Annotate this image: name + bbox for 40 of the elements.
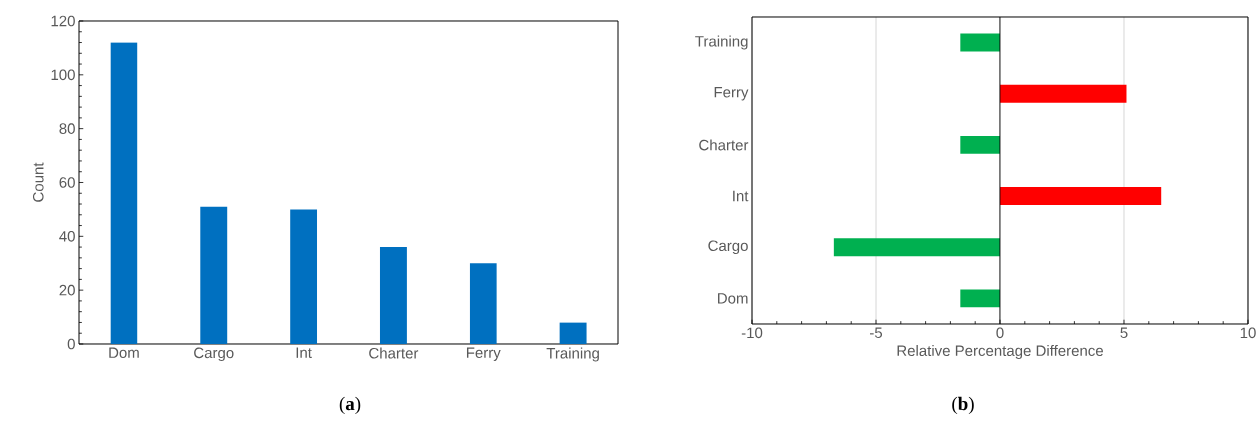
- x-tick-label: Cargo: [194, 347, 234, 362]
- bar: [1000, 187, 1162, 206]
- x-tick-label: -10: [741, 327, 763, 339]
- x-axis-title: Relative Percentage Difference: [897, 345, 1103, 359]
- x-tick-label: Int: [296, 347, 312, 358]
- bar: [200, 206, 228, 344]
- bar: [110, 42, 138, 344]
- x-tick-label: Charter: [369, 347, 419, 359]
- x-tick-label: Training: [546, 347, 599, 362]
- y-tick-label: 0: [67, 338, 75, 350]
- y-tick-label: 20: [59, 284, 75, 296]
- text: (b): [952, 396, 974, 415]
- text: (a): [339, 396, 361, 415]
- x-tick-label: 5: [1120, 327, 1128, 338]
- y-tick-label: 120: [51, 15, 75, 27]
- y-tick-label: Cargo: [708, 240, 748, 255]
- x-tick-label: -5: [869, 327, 883, 338]
- bar: [379, 247, 407, 344]
- bar: [833, 238, 1000, 257]
- y-tick-label: Dom: [718, 293, 748, 304]
- y-tick-label: 100: [51, 69, 75, 81]
- x-tick-label: 10: [1240, 327, 1256, 339]
- bar: [960, 289, 1000, 308]
- bar: [559, 322, 587, 344]
- x-tick-label: Dom: [109, 347, 139, 358]
- bar: [469, 263, 497, 344]
- y-tick-label: 60: [59, 177, 75, 188]
- bar: [960, 33, 1000, 52]
- bar: [290, 209, 318, 344]
- y-axis-title: Count: [32, 162, 44, 202]
- bar: [1000, 84, 1127, 103]
- y-tick-label: 40: [59, 231, 75, 242]
- x-tick-label: Ferry: [466, 347, 501, 361]
- y-tick-label: Charter: [699, 139, 749, 151]
- x-tick-label: 0: [996, 327, 1004, 339]
- bar: [960, 135, 1000, 154]
- y-tick-label: 80: [59, 123, 75, 134]
- y-tick-label: Ferry: [714, 87, 749, 101]
- y-tick-label: Int: [733, 190, 749, 202]
- y-tick-label: Training: [695, 35, 748, 50]
